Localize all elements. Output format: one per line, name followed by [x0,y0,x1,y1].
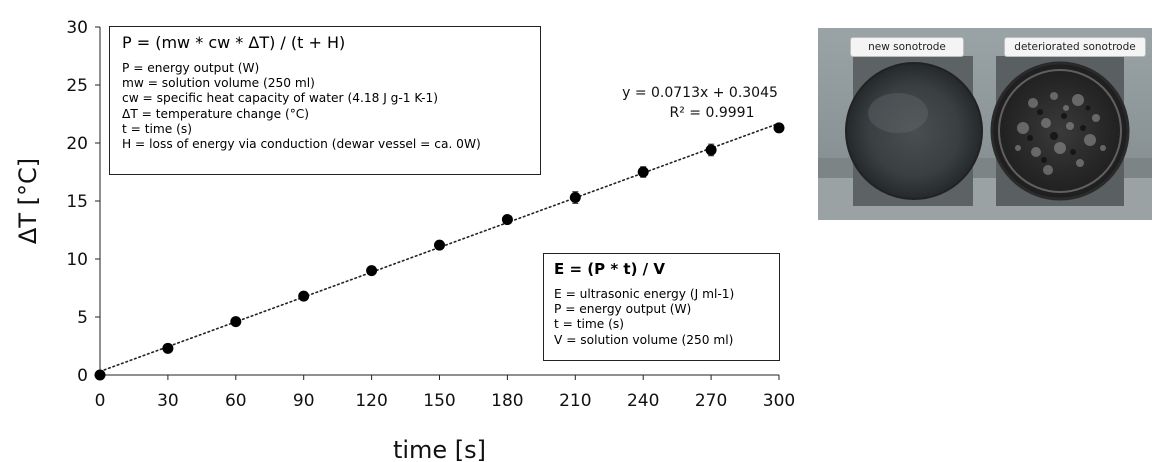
photo-label-new: new sonotrode [850,37,964,57]
x-tick-label: 300 [763,391,795,411]
data-point [230,316,242,328]
energy-def-4: V = solution volume (250 ml) [554,332,734,347]
sonotrode-illustration [818,56,1152,220]
y-tick-label: 5 [77,308,88,328]
x-axis-label: time [s] [393,436,486,462]
energy-formula: E = (P * t) / V [554,260,665,278]
photo-label-deteriorated: deteriorated sonotrode [1004,37,1146,57]
x-tick-label: 30 [157,391,179,411]
y-tick-label: 30 [66,18,88,38]
x-tick-label: 180 [491,391,523,411]
data-point [162,342,174,354]
x-tick-label: 120 [355,391,387,411]
energy-def-1: E = ultrasonic energy (J ml-1) [554,287,735,301]
power-def-5: t = time (s) [122,121,193,136]
power-formula-box: P = (mw * cw * ΔT) / (t + H) P = energy … [109,26,541,175]
y-tick-label: 10 [66,250,88,270]
data-point [366,265,378,277]
x-tick-label: 240 [627,391,659,411]
data-point [94,369,106,381]
trendline-r2: R² = 0.9991 [670,105,755,121]
data-point [773,122,785,134]
data-point [569,192,581,204]
chart: 0 30 60 90 120 150 180 210 240 270 300 0 5 10 15 20 25 30… [14,18,795,462]
energy-def-2: P = energy output (W) [554,302,692,317]
trendline [99,122,780,373]
energy-formula-box: E = (P * t) / V E = ultrasonic energy (J… [543,253,780,361]
data-point [434,239,445,251]
y-tick-label: 0 [77,366,88,386]
y-tick-label: 25 [66,76,88,96]
y-axis-label: ΔT [°C] [14,158,42,244]
x-tick-label: 90 [293,391,315,411]
y-tick-label: 20 [66,134,88,154]
sonotrode-photo: new sonotrode deteriorated sonotrode [818,28,1152,220]
power-def-4: ΔT = temperature change (°C) [122,106,310,121]
data-point [705,144,717,156]
power-def-6: H = loss of energy via conduction (dewar… [122,137,481,152]
x-tick-label: 0 [95,391,106,411]
x-tick-label: 270 [695,391,727,411]
trendline-line [99,122,780,373]
trendline-equation: y = 0.0713x + 0.3045 [622,85,778,101]
x-tick-label: 210 [559,391,591,411]
y-tick-label: 15 [66,192,88,212]
data-point [298,290,310,302]
power-def-3: cw = specific heat capacity of water (4.… [122,91,439,106]
x-tick-label: 60 [225,391,247,411]
power-def-2: mw = solution volume (250 ml) [122,76,315,91]
ticks: 0 30 60 90 120 150 180 210 240 270 300 0 5 10 15 20 25 30 [66,18,795,411]
data-points [94,122,785,381]
energy-def-3: t = time (s) [554,317,625,332]
data-point [637,166,649,178]
power-formula: P = (mw * cw * ΔT) / (t + H) [122,33,346,52]
power-def-1: P = energy output (W) [122,61,260,75]
data-point [501,214,513,226]
x-tick-label: 150 [423,391,455,411]
